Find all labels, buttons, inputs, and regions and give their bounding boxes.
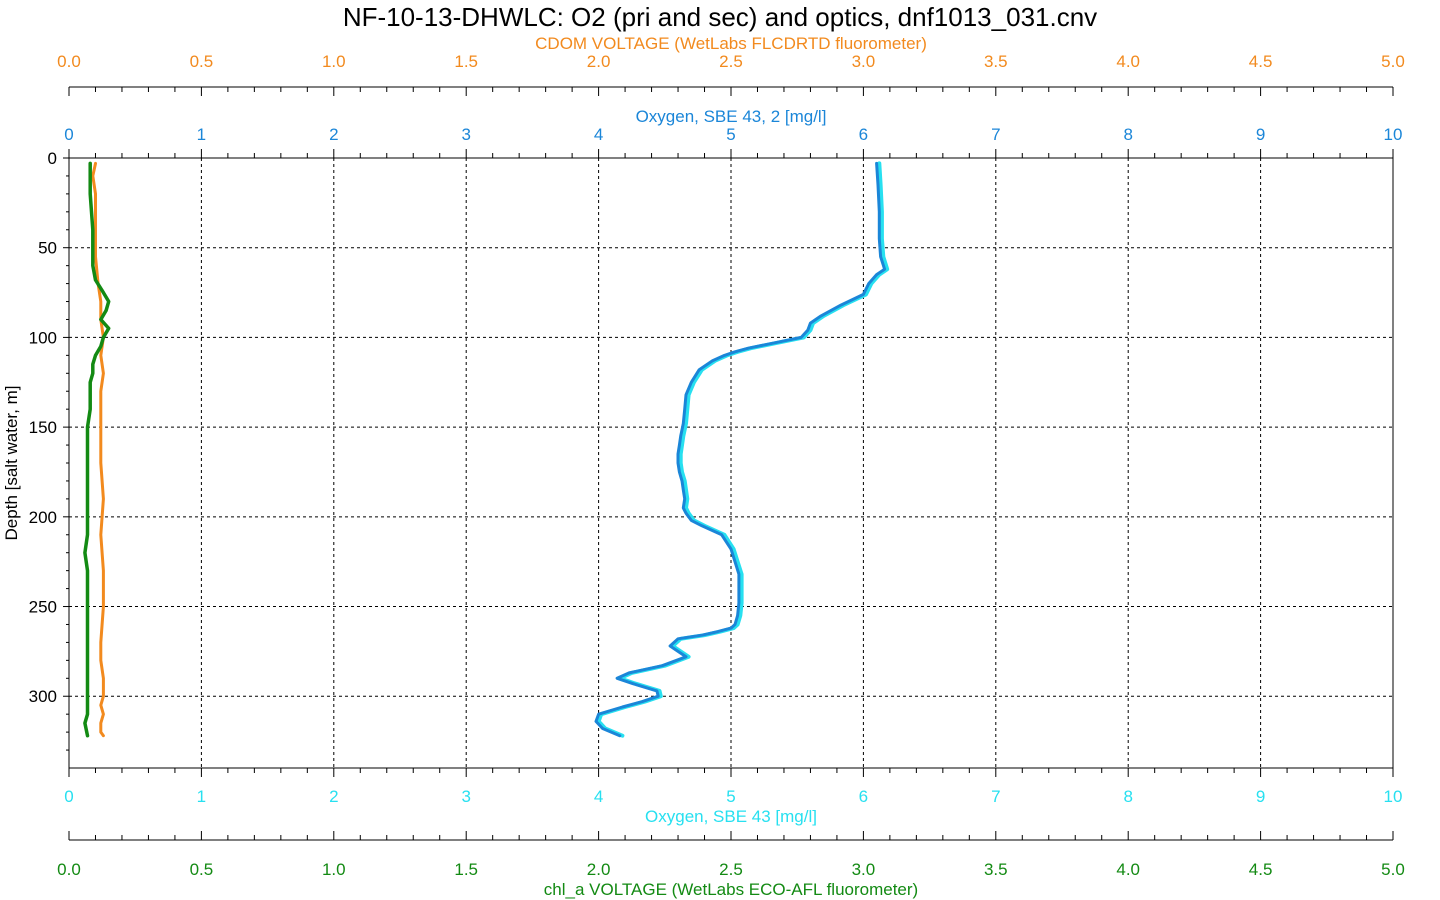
oxygen2-tick-label: 1 xyxy=(197,125,206,144)
y-tick-label: 150 xyxy=(29,418,57,437)
cdom-tick-label: 3.5 xyxy=(984,52,1008,71)
oxygen1-tick-label: 7 xyxy=(991,787,1000,806)
oxygen2-tick-label: 10 xyxy=(1384,125,1403,144)
cdom-tick-label: 0.5 xyxy=(190,52,214,71)
oxygen2-axis-label: Oxygen, SBE 43, 2 [mg/l] xyxy=(636,107,827,126)
oxygen1-tick-label: 9 xyxy=(1256,787,1265,806)
oxygen2-tick-label: 0 xyxy=(64,125,73,144)
chl-tick-label: 3.5 xyxy=(984,860,1008,879)
oxygen2-tick-label: 2 xyxy=(329,125,338,144)
y-tick-label: 50 xyxy=(38,239,57,258)
y-tick-label: 0 xyxy=(48,149,57,168)
chl-tick-label: 2.5 xyxy=(719,860,743,879)
cdom-tick-label: 0.0 xyxy=(57,52,81,71)
oxygen1-tick-label: 4 xyxy=(594,787,603,806)
cdom-tick-label: 5.0 xyxy=(1381,52,1405,71)
y-tick-label: 300 xyxy=(29,687,57,706)
chl-tick-label: 3.0 xyxy=(852,860,876,879)
oxygen1-axis-label: Oxygen, SBE 43 [mg/l] xyxy=(645,807,817,826)
cdom-tick-label: 4.0 xyxy=(1116,52,1140,71)
cdom-tick-label: 4.5 xyxy=(1249,52,1273,71)
chl-tick-label: 0.0 xyxy=(57,860,81,879)
series-layer xyxy=(83,161,890,738)
chl-tick-label: 0.5 xyxy=(190,860,214,879)
y-tick-label: 100 xyxy=(29,328,57,347)
oxygen1-tick-label: 0 xyxy=(64,787,73,806)
oxygen2-tick-label: 8 xyxy=(1123,125,1132,144)
oxygen2-tick-label: 9 xyxy=(1256,125,1265,144)
chl-tick-label: 5.0 xyxy=(1381,860,1405,879)
cdom-tick-label: 2.0 xyxy=(587,52,611,71)
cdom-axis-label: CDOM VOLTAGE (WetLabs FLCDRTD fluoromete… xyxy=(535,34,927,53)
oxygen1-tick-label: 10 xyxy=(1384,787,1403,806)
oxygen1-tick-label: 3 xyxy=(461,787,470,806)
oxygen1-tick-label: 1 xyxy=(197,787,206,806)
oxygen1-tick-label: 5 xyxy=(726,787,735,806)
chl-tick-label: 4.0 xyxy=(1116,860,1140,879)
oxygen2-tick-label: 4 xyxy=(594,125,603,144)
cdom-tick-label: 1.0 xyxy=(322,52,346,71)
oxygen2-tick-label: 7 xyxy=(991,125,1000,144)
chl-tick-label: 4.5 xyxy=(1249,860,1273,879)
cdom-series-line xyxy=(91,161,105,738)
chl-tick-label: 1.0 xyxy=(322,860,346,879)
cdom-tick-label: 1.5 xyxy=(454,52,478,71)
chart-title: NF-10-13-DHWLC: O2 (pri and sec) and opt… xyxy=(343,2,1097,32)
chl-axis-label: chl_a VOLTAGE (WetLabs ECO-AFL fluoromet… xyxy=(544,880,918,899)
y-tick-label: 250 xyxy=(29,598,57,617)
grid-layer xyxy=(69,158,1393,768)
chl-tick-label: 2.0 xyxy=(587,860,611,879)
oxygen2-tick-label: 5 xyxy=(726,125,735,144)
oxygen1-tick-label: 2 xyxy=(329,787,338,806)
oxygen2-tick-label: 6 xyxy=(859,125,868,144)
y-tick-label: 200 xyxy=(29,508,57,527)
oxygen2-tick-label: 3 xyxy=(461,125,470,144)
cdom-tick-label: 2.5 xyxy=(719,52,743,71)
chl-tick-label: 1.5 xyxy=(454,860,478,879)
cdom-tick-label: 3.0 xyxy=(852,52,876,71)
oxygen1-tick-label: 6 xyxy=(859,787,868,806)
y-axis-label: Depth [salt water, m] xyxy=(2,386,21,541)
oxygen1-tick-label: 8 xyxy=(1123,787,1132,806)
chl-series-line xyxy=(83,161,111,738)
oxygen2-series-line xyxy=(594,161,887,738)
